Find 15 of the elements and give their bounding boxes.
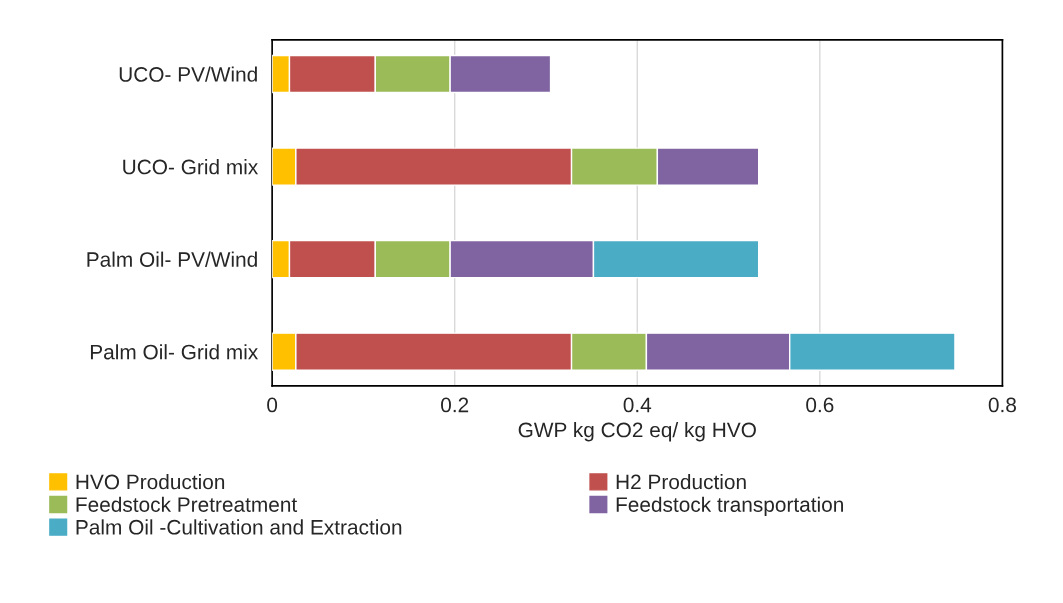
y-tick-label: Palm Oil- PV/Wind [87, 251, 257, 267]
legend-label: Feedstock Pretreatment [76, 496, 298, 512]
legend-label: Palm Oil -Cultivation and Extraction [76, 519, 402, 535]
x-tick-label: 0.6 [806, 397, 834, 413]
x-tick-label: 0.2 [441, 397, 469, 413]
x-axis-title: GWP kg CO2 eq/ kg HVO [518, 422, 756, 442]
x-tick-label: 0 [267, 397, 278, 413]
legend-label: H2 Production [616, 474, 746, 490]
legend-label: Feedstock transportation [616, 496, 843, 517]
x-tick-label: 0.8 [988, 397, 1016, 413]
y-tick-label: UCO- Grid mix [123, 159, 259, 175]
y-tick-label: Palm Oil- Grid mix [90, 344, 259, 360]
legend-label: HVO Production [76, 474, 225, 490]
x-tick-label: 0.4 [623, 397, 652, 413]
y-tick-label: UCO- PV/Wind [119, 66, 257, 82]
